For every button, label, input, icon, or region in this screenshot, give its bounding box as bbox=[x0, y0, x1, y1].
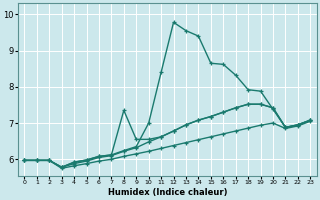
X-axis label: Humidex (Indice chaleur): Humidex (Indice chaleur) bbox=[108, 188, 227, 197]
